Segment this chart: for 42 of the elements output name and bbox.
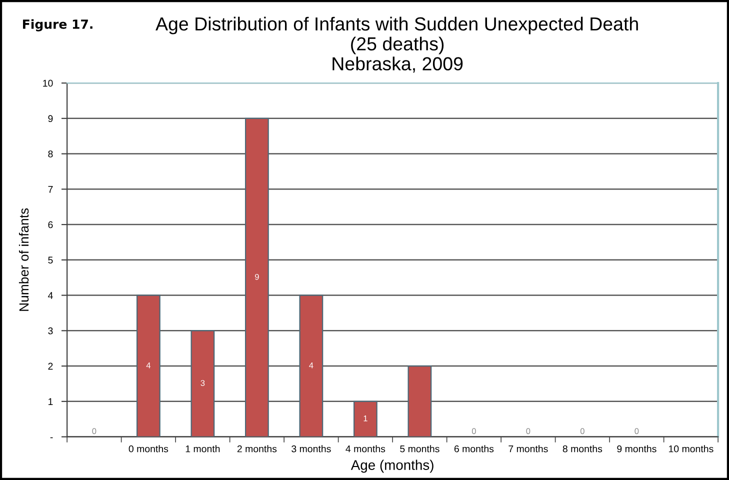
y-tick-label: 10 xyxy=(43,80,53,87)
bar xyxy=(244,118,269,437)
caption: Figure 17. xyxy=(23,19,92,32)
x-tick-label: 1 month xyxy=(186,445,220,452)
data-label: 9 xyxy=(255,274,259,280)
y-tick-label: 7 xyxy=(48,186,53,193)
bar xyxy=(136,294,160,437)
chart-title: Age Distribution of Infants with Sudden Unexpected Death (25 deaths) Nebraska, 2009 xyxy=(156,16,638,73)
x-axis-title: Age (months) xyxy=(350,460,434,473)
y-tick-label: 4 xyxy=(48,292,53,299)
x-tick-label: 8 months xyxy=(562,445,602,452)
bar xyxy=(190,330,215,437)
x-tick-label: 5 months xyxy=(400,445,440,452)
y-tick-label: 9 xyxy=(48,115,53,122)
x-tick-label: 10 months xyxy=(668,445,714,452)
y-tick-label: 3 xyxy=(48,327,53,334)
bar xyxy=(299,294,324,437)
x-tick-label: 4 months xyxy=(346,445,386,452)
y-axis-title: Number of infants xyxy=(18,208,29,311)
x-tick-label: 3 months xyxy=(292,445,331,452)
bar xyxy=(353,400,378,437)
y-tick-label: 1 xyxy=(48,398,53,405)
x-tick-label: 6 months xyxy=(454,445,494,452)
y-tick-label: 6 xyxy=(48,221,53,228)
data-label: 0 xyxy=(472,428,476,434)
data-label: 1 xyxy=(364,416,368,422)
data-label: 0 xyxy=(634,428,639,434)
y-tick-label: 8 xyxy=(48,150,53,158)
data-label: 0 xyxy=(526,428,530,434)
data-label: 4 xyxy=(309,362,314,368)
y-tick-label: 5 xyxy=(48,256,53,264)
x-tick-label: 0 months xyxy=(128,445,168,452)
x-tick-label: 2 months xyxy=(237,445,277,452)
data-label: 3 xyxy=(200,380,205,386)
data-label: 0 xyxy=(92,428,96,434)
y-tick-label: - xyxy=(50,437,53,438)
data-label: 4 xyxy=(146,362,151,368)
bar xyxy=(408,365,432,437)
x-tick-label: 9 months xyxy=(617,445,656,452)
x-tick-label: 7 months xyxy=(508,445,548,452)
data-label: 0 xyxy=(580,428,584,434)
y-tick-label: 2 xyxy=(48,362,53,370)
